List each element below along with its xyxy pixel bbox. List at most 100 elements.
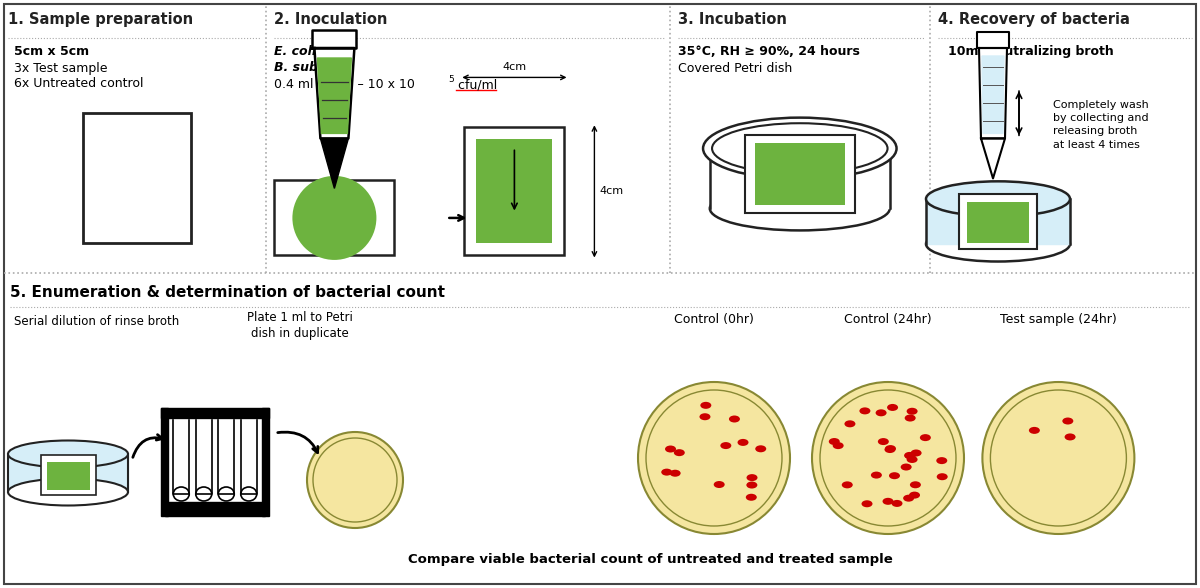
Polygon shape: [173, 420, 190, 494]
Text: E. coli: E. coli: [275, 45, 317, 58]
Text: Control (24hr): Control (24hr): [844, 313, 932, 326]
Polygon shape: [926, 199, 1070, 244]
Polygon shape: [979, 48, 1007, 138]
Ellipse shape: [710, 186, 890, 230]
Text: 35°C, RH ≥ 90%, 24 hours: 35°C, RH ≥ 90%, 24 hours: [678, 45, 859, 58]
Ellipse shape: [218, 487, 234, 501]
Ellipse shape: [920, 434, 931, 441]
Ellipse shape: [755, 445, 767, 452]
Text: Plate 1 ml to Petri
dish in duplicate: Plate 1 ml to Petri dish in duplicate: [247, 312, 353, 340]
Ellipse shape: [714, 481, 725, 488]
Bar: [745, 135, 854, 213]
Ellipse shape: [1064, 433, 1075, 440]
Ellipse shape: [746, 482, 757, 489]
Ellipse shape: [878, 438, 889, 445]
Ellipse shape: [926, 181, 1070, 216]
Polygon shape: [982, 138, 1006, 178]
Bar: [464, 128, 564, 255]
Circle shape: [307, 432, 403, 528]
Ellipse shape: [892, 500, 902, 507]
Polygon shape: [314, 48, 354, 138]
Ellipse shape: [670, 470, 680, 477]
Polygon shape: [8, 454, 128, 492]
Ellipse shape: [884, 446, 895, 453]
Ellipse shape: [1062, 417, 1073, 425]
Circle shape: [638, 382, 790, 534]
Circle shape: [820, 390, 956, 526]
Bar: [83, 113, 191, 243]
Text: 6x Untreated control: 6x Untreated control: [14, 77, 144, 90]
Circle shape: [990, 390, 1127, 526]
Ellipse shape: [901, 463, 912, 470]
Circle shape: [812, 382, 964, 534]
Ellipse shape: [907, 407, 918, 415]
Ellipse shape: [196, 487, 211, 501]
Text: Completely wash
by collecting and
releasing broth
at least 4 times: Completely wash by collecting and releas…: [1054, 100, 1148, 149]
Ellipse shape: [712, 123, 888, 173]
Ellipse shape: [728, 416, 740, 423]
Text: 4cm: 4cm: [600, 186, 624, 196]
Ellipse shape: [871, 472, 882, 479]
Ellipse shape: [905, 452, 916, 459]
Polygon shape: [977, 32, 1009, 48]
Ellipse shape: [8, 479, 128, 506]
Ellipse shape: [859, 407, 870, 415]
Ellipse shape: [910, 492, 920, 499]
Bar: [476, 139, 552, 243]
Ellipse shape: [8, 440, 128, 467]
Polygon shape: [218, 420, 234, 494]
Text: 5: 5: [449, 75, 454, 84]
Ellipse shape: [889, 472, 900, 479]
Ellipse shape: [829, 438, 840, 445]
Polygon shape: [166, 502, 265, 516]
Text: 5. Enumeration & determination of bacterial count: 5. Enumeration & determination of bacter…: [10, 285, 445, 300]
Ellipse shape: [673, 449, 685, 456]
Text: Covered Petri dish: Covered Petri dish: [678, 62, 792, 75]
Ellipse shape: [746, 474, 757, 481]
Text: 3x Test sample: 3x Test sample: [14, 62, 108, 75]
Ellipse shape: [936, 457, 947, 464]
Polygon shape: [312, 30, 356, 48]
Ellipse shape: [926, 226, 1070, 262]
Circle shape: [313, 438, 397, 522]
Ellipse shape: [701, 402, 712, 409]
Text: 5cm x 5cm: 5cm x 5cm: [14, 45, 89, 58]
Ellipse shape: [833, 442, 844, 449]
Ellipse shape: [841, 482, 853, 489]
Ellipse shape: [911, 449, 922, 456]
Ellipse shape: [738, 439, 749, 446]
Text: 2. Inoculation: 2. Inoculation: [275, 12, 388, 27]
Polygon shape: [317, 58, 352, 133]
Ellipse shape: [904, 495, 914, 502]
Polygon shape: [196, 420, 211, 494]
Circle shape: [983, 382, 1134, 534]
Bar: [755, 143, 845, 205]
Polygon shape: [161, 408, 269, 418]
Ellipse shape: [661, 469, 672, 476]
Ellipse shape: [746, 494, 757, 501]
Text: 3. Incubation: 3. Incubation: [678, 12, 786, 27]
Ellipse shape: [241, 487, 257, 501]
Ellipse shape: [887, 404, 898, 411]
Polygon shape: [241, 420, 257, 494]
Text: 10ml neutralizing broth: 10ml neutralizing broth: [948, 45, 1114, 58]
Polygon shape: [161, 408, 168, 516]
FancyBboxPatch shape: [4, 4, 1196, 584]
Circle shape: [646, 390, 782, 526]
Ellipse shape: [882, 498, 894, 505]
Ellipse shape: [703, 118, 896, 179]
Ellipse shape: [904, 452, 916, 459]
Text: Serial dilution of rinse broth: Serial dilution of rinse broth: [14, 315, 179, 329]
Text: Compare viable bacterial count of untreated and treated sample: Compare viable bacterial count of untrea…: [408, 553, 893, 566]
Ellipse shape: [720, 442, 731, 449]
Ellipse shape: [665, 446, 676, 453]
Bar: [967, 202, 1030, 243]
Ellipse shape: [876, 409, 887, 416]
Text: 1. Sample preparation: 1. Sample preparation: [8, 12, 193, 27]
Bar: [41, 455, 96, 495]
Ellipse shape: [937, 473, 948, 480]
Ellipse shape: [910, 482, 920, 488]
Text: cfu/ml: cfu/ml: [455, 78, 498, 91]
Polygon shape: [320, 138, 348, 188]
Ellipse shape: [173, 487, 190, 501]
